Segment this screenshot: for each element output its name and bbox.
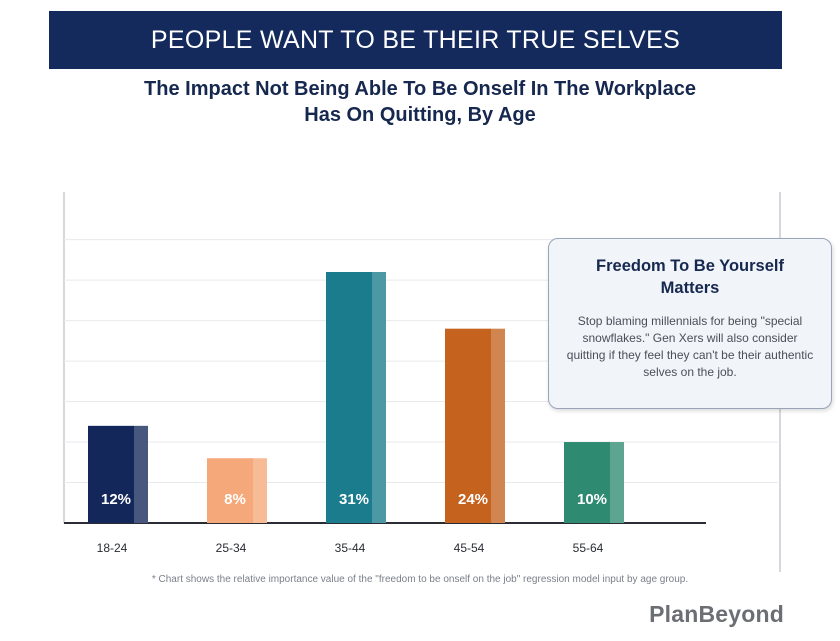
subtitle-line-1: The Impact Not Being Able To Be Onself I… bbox=[144, 78, 696, 100]
chart-subtitle: The Impact Not Being Able To Be Onself I… bbox=[60, 76, 780, 128]
value-label-55-64: 10% bbox=[577, 491, 607, 508]
category-label-45-54: 45-54 bbox=[454, 541, 485, 555]
bar-chart: 12% 18-24 8% 25-34 31% 35-44 24% 45-54 10% 55-64 bbox=[63, 192, 781, 572]
bar-18-24 bbox=[88, 425, 134, 523]
bar-side-45-54 bbox=[491, 328, 505, 523]
bar-side-25-34 bbox=[253, 458, 267, 523]
value-label-25-34: 8% bbox=[224, 491, 246, 508]
category-label-35-44: 35-44 bbox=[335, 541, 366, 555]
footnote: * Chart shows the relative importance va… bbox=[151, 574, 689, 585]
banner-title: PEOPLE WANT TO BE THEIR TRUE SELVES bbox=[150, 25, 681, 54]
callout-body: Stop blaming millennials for being "spec… bbox=[566, 314, 814, 379]
value-label-45-54: 24% bbox=[458, 491, 488, 508]
callout-box: Freedom To Be Yourself Matters Stop blam… bbox=[548, 238, 832, 409]
category-label-25-34: 25-34 bbox=[216, 541, 247, 555]
bar-35-44 bbox=[326, 272, 372, 523]
chart-area: 12% 18-24 8% 25-34 31% 35-44 24% 45-54 10% 55-64 bbox=[0, 192, 840, 572]
title-banner: PEOPLE WANT TO BE THEIR TRUE SELVES bbox=[49, 11, 782, 69]
subtitle-line-2: Has On Quitting, By Age bbox=[304, 104, 536, 126]
callout-title: Freedom To Be Yourself Matters bbox=[596, 257, 784, 297]
brand-logo: PlanBeyond bbox=[649, 601, 784, 627]
bar-side-55-64 bbox=[610, 442, 624, 523]
category-label-55-64: 55-64 bbox=[573, 541, 604, 555]
category-label-18-24: 18-24 bbox=[97, 541, 128, 555]
bar-45-54 bbox=[445, 328, 491, 523]
bar-25-34 bbox=[207, 458, 253, 523]
bar-side-35-44 bbox=[372, 272, 386, 523]
bar-side-18-24 bbox=[134, 425, 148, 523]
value-label-18-24: 12% bbox=[101, 491, 131, 508]
value-label-35-44: 31% bbox=[339, 491, 369, 508]
bar-55-64 bbox=[564, 442, 610, 523]
